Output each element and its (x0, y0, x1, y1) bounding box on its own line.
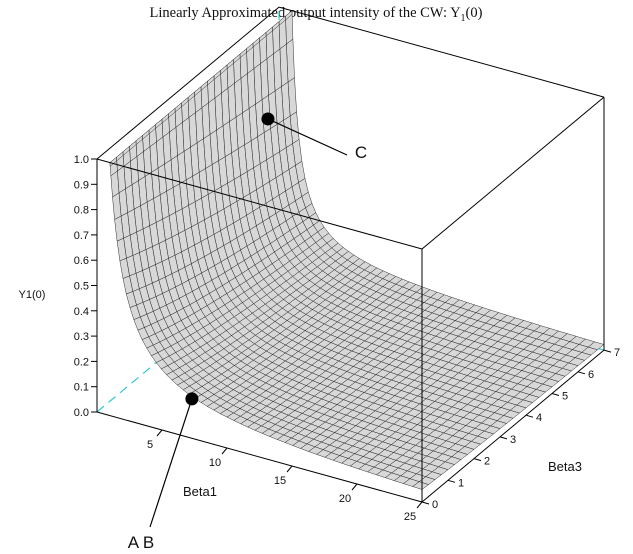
y-tick (577, 371, 586, 375)
point-c (261, 112, 275, 126)
y-tick-label: 3 (510, 434, 516, 446)
bounding-box (96, 6, 605, 503)
y-tick-label: 7 (614, 347, 620, 359)
axis-ticks: 0.00.10.20.30.40.50.60.70.80.91.05101520… (74, 154, 620, 523)
y-tick-label: 6 (588, 369, 594, 381)
box-edge (96, 6, 280, 160)
z-tick-label: 1.0 (74, 154, 89, 166)
z-tick-label: 0.4 (74, 306, 89, 318)
x-tick (351, 483, 358, 491)
z-tick-label: 0.6 (74, 255, 89, 267)
x-tick (286, 465, 293, 473)
y-tick-label: 0 (432, 499, 438, 511)
y-tick (499, 436, 508, 440)
y-tick-label: 4 (536, 412, 542, 424)
z-tick-label: 0.7 (74, 230, 89, 242)
z-axis-label: Y1(0) (19, 289, 46, 301)
chart-title-tail: (0) (466, 5, 483, 21)
callout-label-ab: A B (128, 533, 154, 552)
y-tick (551, 393, 560, 396)
y-tick-label: 5 (562, 391, 568, 403)
y-axis-label: Beta3 (548, 459, 582, 474)
z-tick-label: 0.5 (74, 281, 89, 293)
box-edge (96, 158, 423, 250)
z-tick-label: 0.0 (74, 407, 89, 419)
callouts (149, 112, 348, 528)
surface-facet (110, 170, 120, 198)
box-edge (278, 6, 605, 98)
box-edge (96, 411, 423, 503)
y-tick (421, 501, 430, 505)
y-tick (603, 349, 612, 353)
chart-title: Linearly Approximated output intensity o… (150, 5, 483, 24)
y-tick-label: 1 (458, 477, 464, 489)
surface-mesh (109, 10, 605, 490)
y-tick (525, 414, 534, 418)
callout-leader-c (267, 118, 348, 156)
x-tick (221, 447, 228, 455)
callout-label-c: C (355, 143, 367, 162)
x-tick-label: 5 (147, 439, 153, 451)
point-ab (185, 392, 199, 406)
box-edge (421, 96, 605, 250)
x-tick-label: 10 (209, 457, 221, 469)
x-tick-label: 20 (339, 493, 351, 505)
chart-title-main: Linearly Approximated output intensity o… (150, 5, 462, 21)
x-axis-label: Beta1 (183, 484, 217, 499)
y-tick (447, 479, 456, 483)
z-tick-label: 0.1 (74, 382, 89, 394)
z-tick-label: 0.3 (74, 331, 89, 343)
box-edge (421, 349, 605, 503)
y-tick-label: 2 (484, 456, 490, 468)
callout-leader-ab (149, 398, 193, 528)
z-tick-label: 0.9 (74, 179, 89, 191)
x-tick (156, 429, 163, 437)
surface-facet (412, 481, 429, 490)
z-tick-label: 0.8 (74, 205, 89, 217)
x-tick (416, 501, 423, 509)
chart-title-subscript: 1 (461, 13, 466, 24)
x-tick-label: 15 (274, 475, 286, 487)
z-tick-label: 0.2 (74, 356, 89, 368)
x-tick-label: 25 (404, 511, 416, 523)
y-tick (473, 458, 482, 462)
surface-wall-facet (109, 156, 117, 167)
